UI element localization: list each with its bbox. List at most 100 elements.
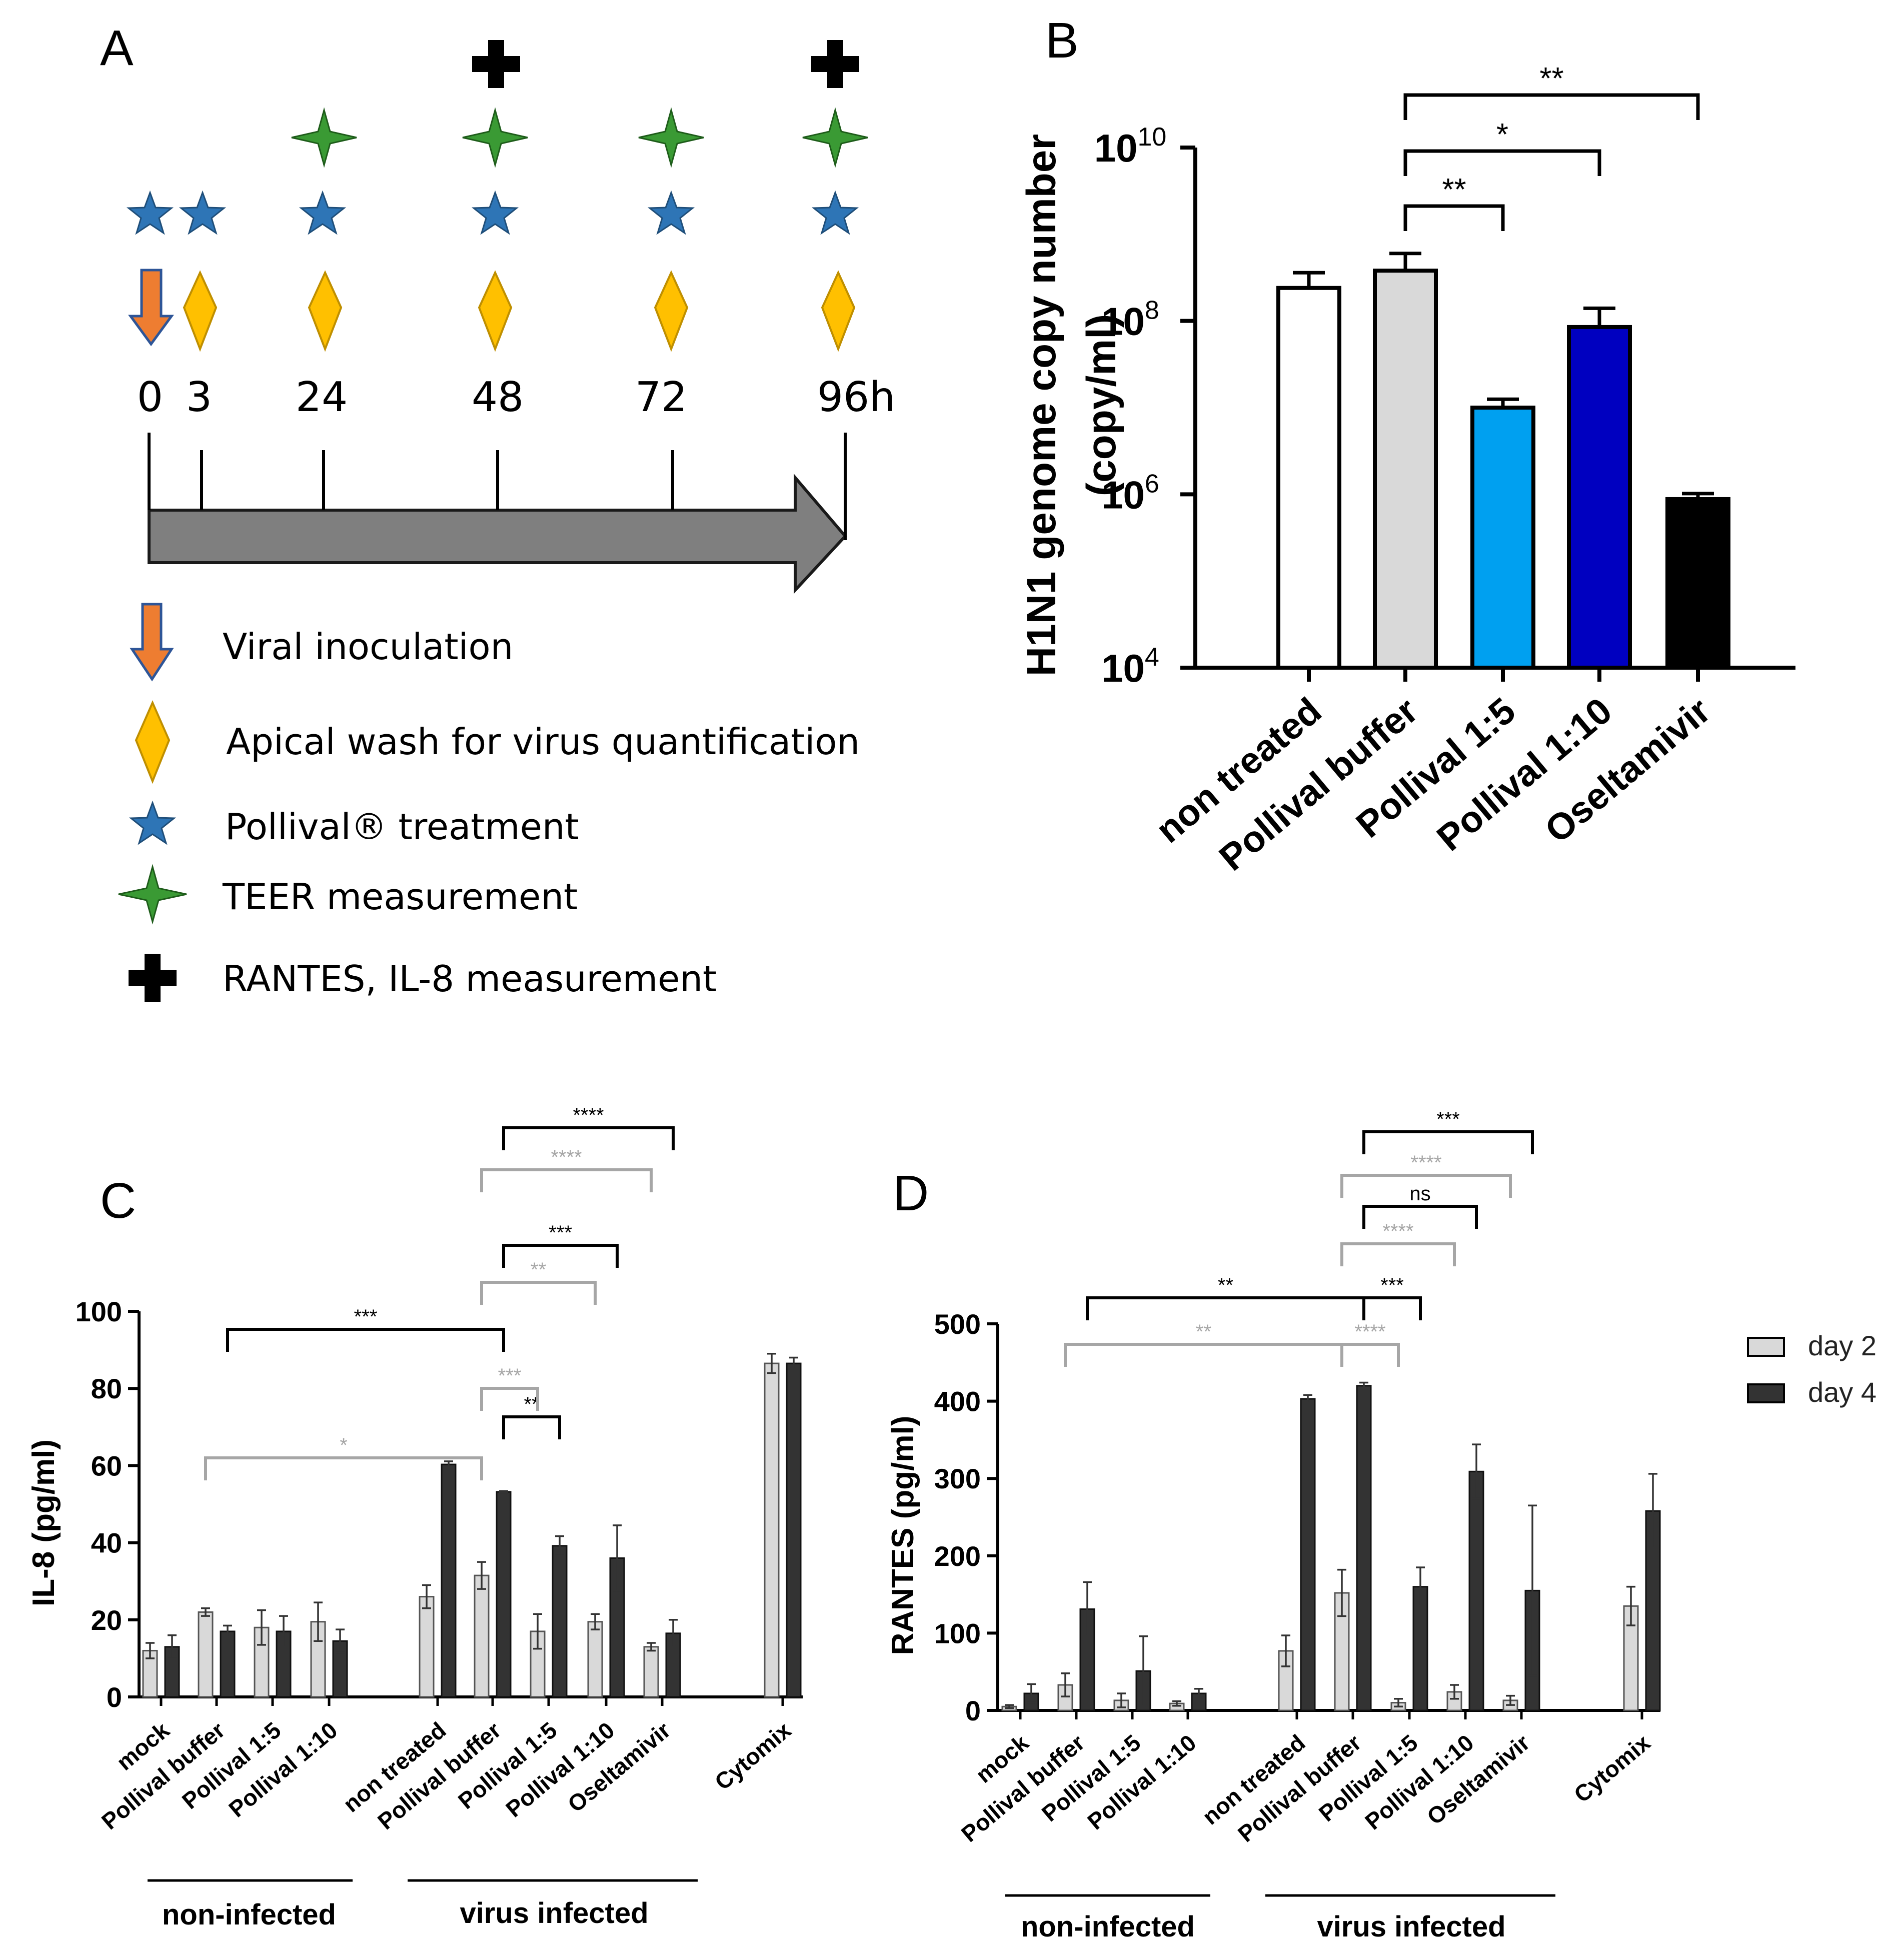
bar-day4 — [1356, 1385, 1372, 1711]
four-point-star-icon — [462, 107, 528, 168]
viral-inoculation-arrow-icon — [128, 269, 174, 347]
bar — [1567, 325, 1632, 670]
legend-text: Viral inoculation — [223, 626, 513, 668]
significance-label: *** — [1380, 1274, 1404, 1296]
panel-letter-a: A — [100, 20, 134, 76]
star-icon — [471, 190, 519, 235]
four-point-star-icon — [638, 107, 704, 168]
significance-label: * — [1496, 118, 1508, 152]
bar — [1276, 286, 1341, 670]
group-label: non-infected — [162, 1898, 336, 1931]
legend-swatch-day4 — [1747, 1383, 1785, 1403]
diamond-icon — [478, 270, 513, 352]
y-tick-label: 200 — [934, 1540, 981, 1572]
time-label: 0 — [137, 374, 163, 421]
group-label: virus infected — [1317, 1910, 1505, 1943]
y-tick-label: 104 — [1101, 643, 1159, 690]
significance-bracket — [1403, 204, 1505, 231]
bar-day4 — [786, 1362, 802, 1698]
star-icon — [299, 190, 347, 235]
y-tick-label: 108 — [1101, 296, 1159, 344]
bar-day4 — [496, 1491, 512, 1698]
legend-text: TEER measurement — [222, 876, 578, 918]
bar-day4 — [552, 1545, 568, 1698]
bar-day4 — [1412, 1586, 1428, 1711]
bar-day2 — [419, 1596, 435, 1698]
significance-label: **** — [551, 1146, 582, 1168]
significance-bracket — [480, 1387, 539, 1411]
y-tick-label: 100 — [934, 1617, 981, 1649]
y-axis-label: (copy/ml) — [1079, 314, 1124, 496]
timeline-panel: 0 3 24 48 72 96h — [118, 40, 895, 1002]
plus-icon — [811, 40, 859, 88]
bar-day2 — [643, 1646, 659, 1698]
y-tick-label: 400 — [934, 1386, 981, 1417]
time-label: 3 — [186, 374, 212, 421]
bar-day2 — [474, 1574, 490, 1698]
legend-swatch-day2 — [1747, 1337, 1785, 1357]
bar-day4 — [1300, 1398, 1316, 1711]
star-icon — [126, 190, 174, 235]
y-tick-label: 500 — [934, 1308, 981, 1340]
bar-day4 — [441, 1463, 457, 1698]
time-label: 24 — [296, 374, 348, 421]
time-label: 48 — [472, 374, 524, 421]
y-tick-label: 100 — [76, 1296, 122, 1327]
group-label: non-infected — [1021, 1910, 1195, 1943]
bar — [1373, 269, 1438, 670]
diamond-icon — [308, 270, 343, 352]
significance-label: **** — [1410, 1152, 1441, 1174]
significance-bracket — [502, 1415, 561, 1439]
time-label: 96h — [817, 374, 895, 421]
significance-bracket — [1340, 1343, 1400, 1367]
significance-label: *** — [354, 1306, 378, 1328]
significance-bracket — [502, 1244, 619, 1268]
significance-bracket — [226, 1328, 505, 1352]
four-point-star-icon — [291, 107, 357, 168]
bar-day2 — [587, 1621, 603, 1698]
significance-bracket — [1362, 1296, 1422, 1320]
legend-star-icon — [129, 800, 177, 845]
significance-label: **** — [1354, 1321, 1385, 1343]
diamond-icon — [654, 270, 689, 352]
y-tick-label: 1010 — [1094, 123, 1167, 170]
legend-arrow-down-icon — [130, 603, 174, 682]
chart-b: H1N1 genome copy number (copy/ml) 104 106… — [1019, 62, 1795, 879]
significance-bracket — [480, 1281, 597, 1305]
y-tick-label: 80 — [91, 1373, 122, 1404]
y-tick-label: 20 — [91, 1604, 122, 1636]
plus-icon — [472, 40, 520, 88]
significance-label: *** — [549, 1222, 572, 1244]
diamond-icon — [821, 270, 856, 352]
star-icon — [179, 190, 227, 235]
significance-label: ** — [1196, 1321, 1211, 1343]
legend-plus-icon — [129, 954, 177, 1002]
significance-bracket — [1064, 1343, 1343, 1367]
bar-day2 — [198, 1611, 214, 1698]
legend-text: Pollival® treatment — [225, 806, 579, 848]
timeline-arrow — [148, 473, 848, 594]
panel-letter-c: C — [100, 1173, 136, 1229]
y-tick-label: 300 — [934, 1463, 981, 1494]
significance-bracket — [1340, 1174, 1512, 1198]
y-tick-label: 60 — [91, 1450, 122, 1481]
star-icon — [811, 190, 859, 235]
y-tick-label: 106 — [1101, 469, 1159, 517]
bar — [1665, 497, 1730, 670]
significance-label: ** — [1539, 62, 1563, 96]
significance-bracket — [1086, 1296, 1365, 1320]
significance-bracket — [204, 1456, 483, 1480]
legend-diamond-icon — [135, 700, 171, 784]
y-tick-label: 40 — [91, 1527, 122, 1559]
legend-four-point-star-icon — [118, 864, 187, 925]
y-axis-label: IL-8 (pg/ml) — [27, 1439, 61, 1606]
significance-bracket — [502, 1126, 675, 1150]
y-tick-label: 0 — [107, 1681, 122, 1713]
x-tick-label: Cytomix — [1569, 1729, 1655, 1808]
panel-letter-b: B — [1045, 13, 1079, 69]
significance-label: **** — [573, 1104, 604, 1126]
legend-text: Apical wash for virus quantification — [226, 721, 860, 763]
